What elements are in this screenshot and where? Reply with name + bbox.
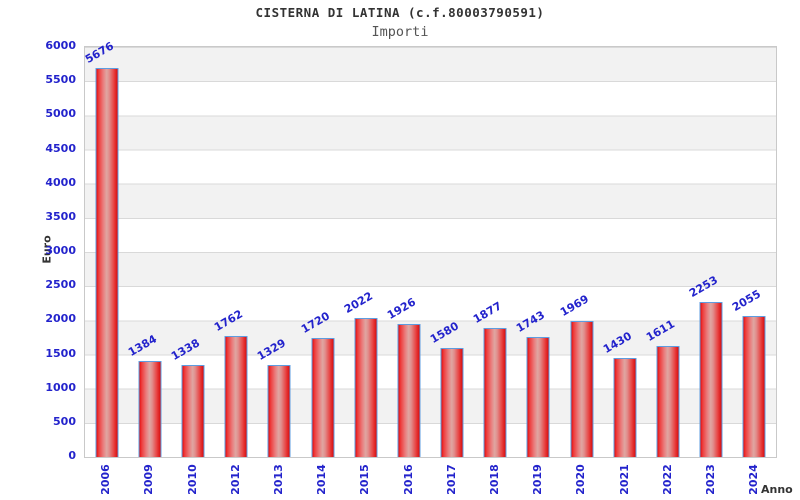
x-tick-label: 2014 [315, 463, 329, 495]
y-tick-label: 4000 [45, 175, 76, 189]
bar-value-label: 1762 [212, 307, 246, 334]
y-tick-label: 1000 [45, 380, 76, 394]
x-tick-cell: 2020 [559, 459, 602, 499]
bar-value-label: 2022 [341, 289, 375, 316]
x-axis-title: Anno [761, 483, 793, 496]
bar-slot: 1877 [471, 47, 517, 457]
x-tick-label: 2017 [444, 463, 458, 495]
x-tick-cell: 2006 [84, 459, 127, 499]
bar-value-label: 1969 [557, 292, 591, 320]
x-tick-label: 2023 [703, 463, 717, 495]
bar-value-label: 1580 [428, 319, 462, 347]
bar-value-label: 1611 [644, 317, 678, 344]
bar-slot: 1338 [169, 47, 214, 457]
x-tick-cell: 2016 [386, 459, 429, 499]
bar-slot: 2253 [687, 47, 733, 457]
x-tick-label: 2022 [660, 463, 674, 495]
bar: 2022 [342, 289, 378, 457]
plot-area: 5676 1384 1338 1762 1329 1720 2022 1926 1580 1877… [83, 40, 777, 458]
x-tick-label: 2019 [530, 463, 544, 495]
x-tick-label: 2012 [228, 463, 242, 495]
x-tick-cell: 2021 [602, 459, 645, 499]
x-tick-label: 2016 [401, 463, 415, 495]
bar-value-label: 5676 [82, 39, 116, 67]
x-axis-tick-labels: 2006 2009 2010 2012 2013 2014 2015 2016 2017 2018… [84, 459, 775, 499]
bar-value-label: 1877 [471, 299, 505, 326]
chart-title: CISTERNA DI LATINA (c.f.80003790591) [255, 5, 545, 20]
bar-value-label: 2055 [730, 287, 764, 314]
x-tick-cell: 2013 [257, 459, 300, 499]
bar-value-label: 1743 [514, 308, 548, 335]
bar: 1384 [126, 333, 162, 457]
x-tick-cell: 2017 [430, 459, 473, 499]
x-tick-cell: 2019 [516, 459, 559, 499]
bar: 1580 [428, 319, 464, 457]
bar-value-label: 1338 [168, 336, 202, 363]
bar-slot: 1611 [644, 47, 689, 457]
bar: 1743 [514, 308, 550, 457]
y-tick-label: 5000 [45, 107, 76, 121]
x-tick-cell: 2018 [473, 459, 516, 499]
x-tick-cell: 2012 [214, 459, 257, 499]
bar: 1430 [601, 330, 637, 457]
x-tick-label: 2018 [487, 463, 501, 495]
y-tick-label: 2500 [45, 278, 76, 292]
bar: 1762 [212, 307, 248, 457]
bar-value-label: 1329 [255, 336, 289, 364]
x-tick-cell: 2023 [689, 459, 732, 499]
bar-slot: 1720 [299, 47, 344, 457]
x-tick-label: 2006 [99, 463, 113, 495]
bar-value-label: 1384 [125, 332, 159, 360]
bar: 2253 [687, 273, 723, 457]
bar: 1611 [644, 317, 680, 457]
bar: 2055 [730, 287, 766, 457]
bar: 1720 [299, 310, 335, 457]
y-tick-label: 3000 [45, 244, 76, 257]
y-tick-label: 3500 [45, 209, 76, 223]
y-tick-label: 500 [53, 414, 76, 428]
bar-slot: 1430 [601, 47, 646, 457]
x-tick-cell: 2014 [300, 459, 343, 499]
bar-slot: 1969 [558, 47, 603, 457]
x-tick-cell: 2010 [170, 459, 213, 499]
bar-value-label: 1926 [384, 295, 418, 323]
x-tick-label: 2021 [617, 463, 631, 495]
bar: 1329 [255, 337, 291, 457]
bar-slot: 1743 [514, 47, 560, 457]
x-tick-label: 2015 [358, 463, 372, 495]
y-tick-label: 5500 [45, 73, 76, 87]
bar: 1338 [169, 336, 205, 457]
bar-value-label: 1720 [298, 309, 332, 337]
bar-slot: 1580 [428, 47, 474, 457]
y-tick-label: 2000 [45, 312, 76, 326]
bar-slot: 1926 [385, 47, 430, 457]
bar-value-label: 1430 [600, 329, 634, 357]
y-tick-label: 4500 [45, 141, 76, 155]
bar-slot: 2055 [730, 47, 776, 457]
x-tick-label: 2010 [185, 463, 199, 495]
x-tick-cell: 2009 [127, 459, 170, 499]
bar-slot: 1384 [126, 47, 171, 457]
y-tick-label: 6000 [45, 39, 76, 52]
x-tick-label: 2020 [574, 463, 588, 495]
x-tick-label: 2013 [271, 463, 285, 495]
bar-slot: 5676 [83, 40, 128, 457]
bar: 1969 [558, 293, 594, 457]
x-tick-cell: 2015 [343, 459, 386, 499]
bar-value-label: 2253 [687, 273, 721, 301]
y-tick-label: 0 [68, 449, 76, 462]
bar: 5676 [83, 40, 119, 457]
bar-slot: 1329 [255, 47, 301, 457]
bar-slot: 1762 [212, 47, 258, 457]
x-tick-label: 2009 [142, 463, 156, 495]
y-tick-label: 1500 [45, 346, 76, 360]
x-tick-label: 2024 [746, 463, 760, 495]
chart-subtitle: Importi [371, 24, 429, 40]
bar-slot: 2022 [342, 47, 387, 457]
bar: 1877 [471, 299, 507, 457]
x-tick-cell: 2022 [645, 459, 688, 499]
bar: 1926 [385, 296, 421, 457]
